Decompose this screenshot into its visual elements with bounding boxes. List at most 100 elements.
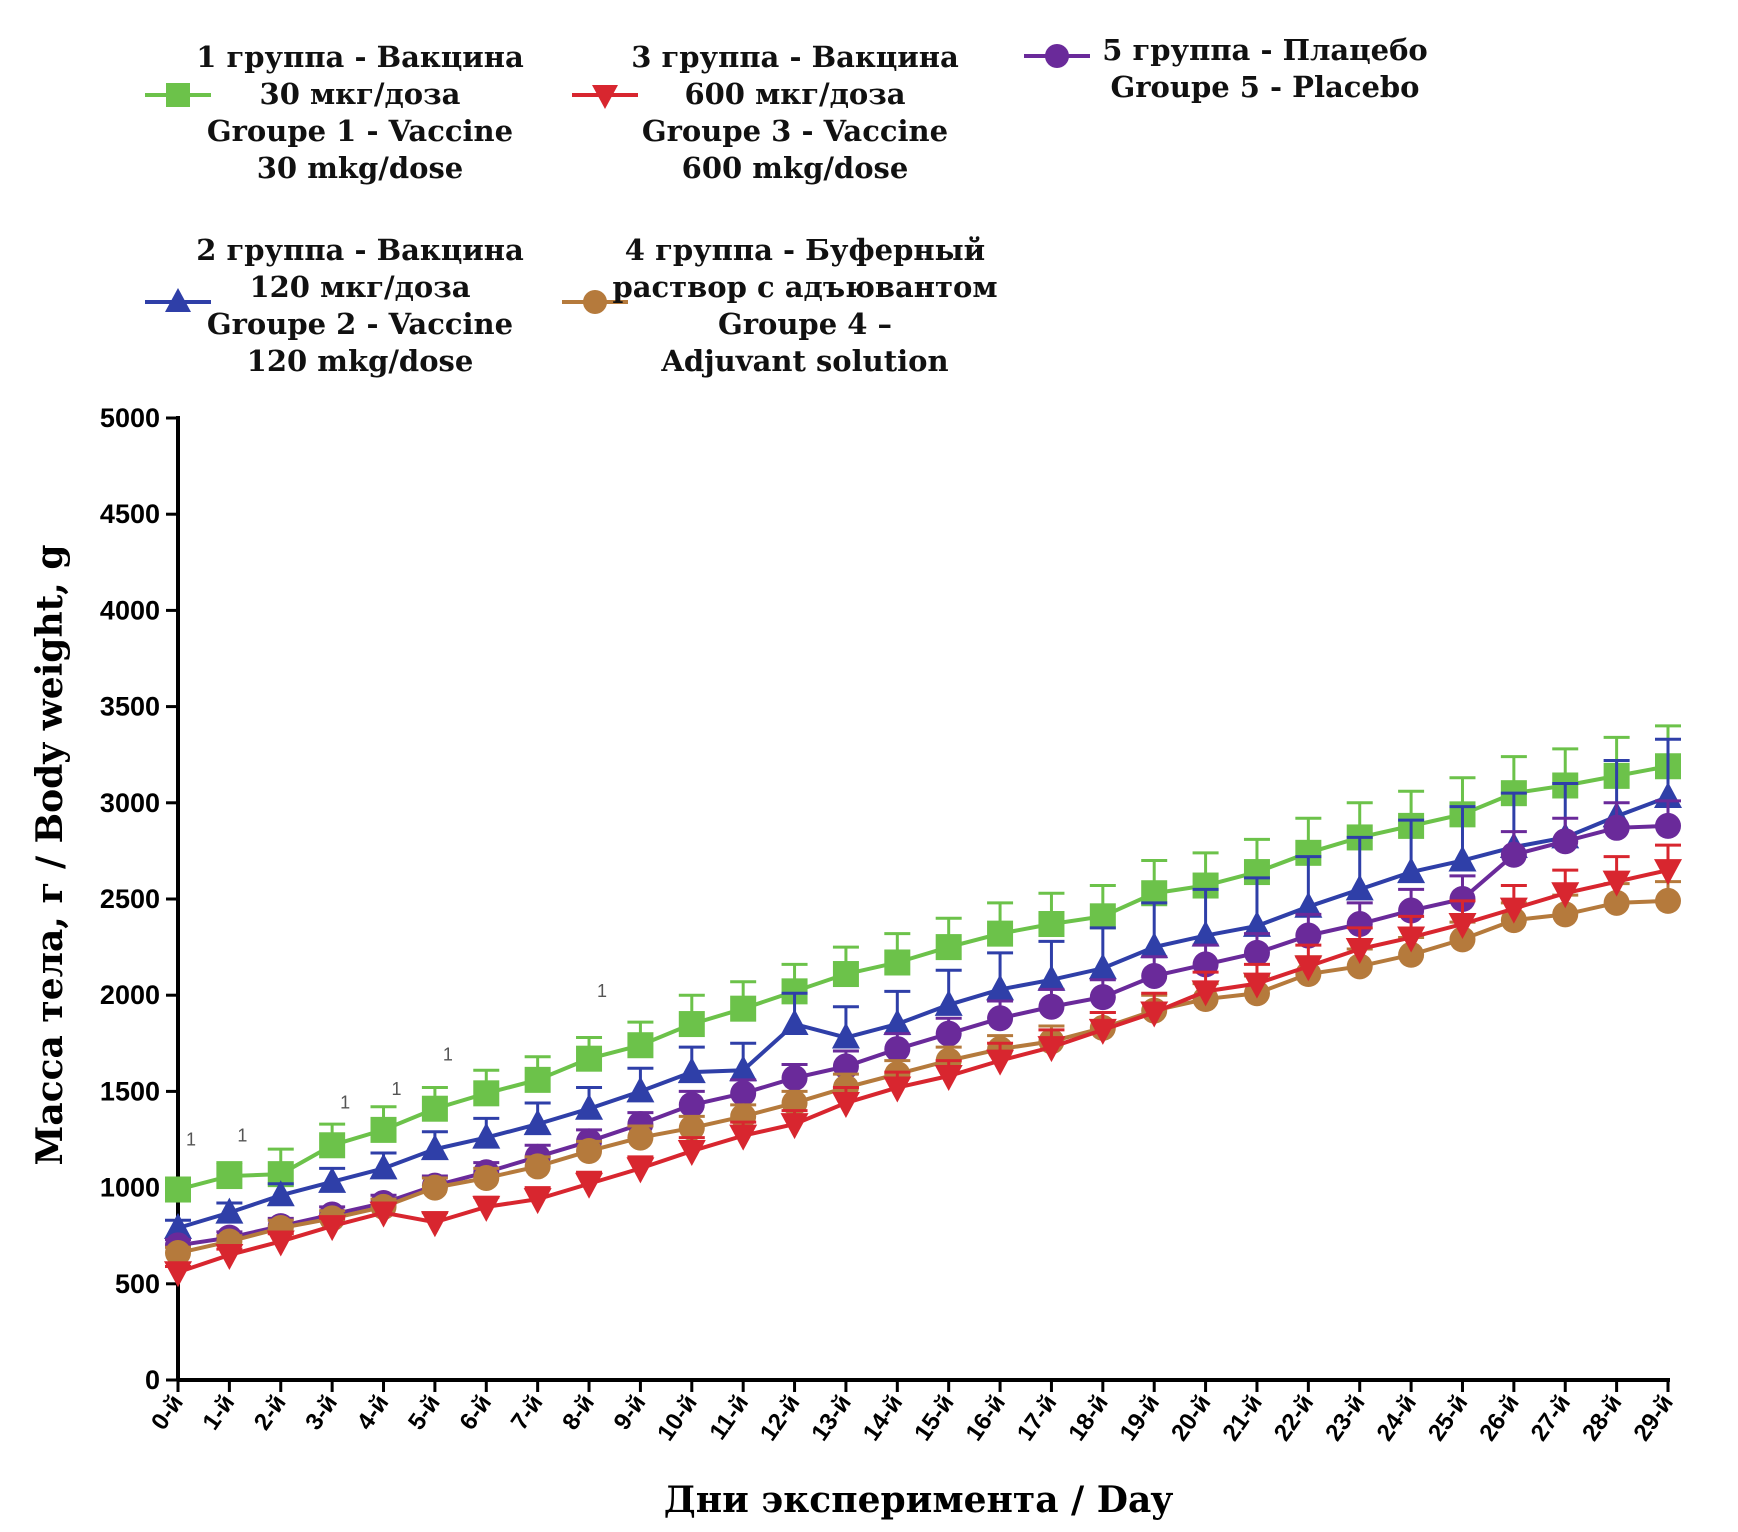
series-line <box>177 764 1669 1192</box>
data-point <box>576 1138 603 1165</box>
data-point <box>472 1195 501 1222</box>
x-tick-label: 0-й <box>146 1390 189 1435</box>
data-point <box>729 1124 758 1151</box>
x-tick-label: 13-й <box>806 1390 856 1446</box>
legend-label: 2 группа - Вакцина <box>196 233 524 267</box>
data-point <box>678 1114 705 1141</box>
y-tick-label: 4000 <box>100 595 160 625</box>
data-point <box>420 1211 449 1238</box>
data-point <box>1449 926 1476 953</box>
data-point <box>575 1093 604 1120</box>
y-tick-label: 4500 <box>100 499 160 529</box>
x-tick-label: 10-й <box>652 1390 702 1446</box>
data-point <box>421 1095 448 1122</box>
data-point <box>1552 828 1579 855</box>
significance-mark: 1 <box>340 1093 350 1113</box>
series-1 <box>165 724 1681 1203</box>
x-tick-label: 25-й <box>1423 1390 1473 1446</box>
data-point <box>1603 814 1630 841</box>
x-tick-label: 9-й <box>609 1390 652 1435</box>
x-tick-label: 8-й <box>557 1390 600 1435</box>
y-tick-label: 2000 <box>100 980 160 1010</box>
legend-marker <box>583 290 607 314</box>
data-point <box>369 1201 398 1228</box>
data-point <box>677 1057 706 1084</box>
data-point <box>934 1065 963 1092</box>
data-point <box>164 1261 192 1288</box>
x-tick-label: 21-й <box>1217 1390 1267 1446</box>
data-point <box>524 1153 551 1180</box>
data-point <box>831 1091 860 1118</box>
legend-marker <box>166 83 190 107</box>
data-point <box>1346 911 1373 938</box>
data-point <box>1449 886 1476 912</box>
legend-label: 120 mkg/dose <box>247 344 474 378</box>
x-tick-label: 3-й <box>300 1390 343 1435</box>
x-tick-label: 24-й <box>1372 1390 1422 1446</box>
data-point <box>678 1091 705 1118</box>
data-point <box>781 1064 808 1091</box>
legend-marker <box>592 85 618 109</box>
data-point <box>1551 882 1580 909</box>
x-tick-label: 6-й <box>454 1390 497 1435</box>
data-point <box>523 1188 552 1215</box>
series-3 <box>164 843 1682 1288</box>
data-point <box>1603 889 1630 916</box>
data-point <box>165 1176 191 1203</box>
significance-mark: 1 <box>597 981 607 1001</box>
data-point <box>1242 972 1271 999</box>
significance-mark: 1 <box>443 1045 453 1065</box>
x-tick-label: 5-й <box>403 1390 446 1435</box>
data-point <box>730 1080 757 1107</box>
data-point <box>575 1172 604 1199</box>
data-point <box>421 1174 448 1201</box>
data-point <box>576 1045 603 1072</box>
data-point <box>1397 857 1426 884</box>
data-point <box>1038 911 1065 938</box>
data-point <box>1500 841 1527 868</box>
x-tick-label: 4-й <box>352 1390 395 1435</box>
data-point <box>1655 812 1681 839</box>
x-tick-label: 17-й <box>1012 1390 1062 1446</box>
data-point <box>987 920 1014 947</box>
x-tick-label: 15-й <box>909 1390 959 1446</box>
data-point <box>472 1122 501 1149</box>
data-point <box>1448 845 1477 872</box>
legend-label: Groupe 1 - Vaccine <box>207 114 513 148</box>
y-axis-title: Масса тела, г / Body weight, g <box>29 545 71 1166</box>
x-tick-label: 2-й <box>249 1390 292 1435</box>
data-point <box>935 1020 962 1047</box>
x-tick-label: 7-й <box>506 1390 549 1435</box>
y-tick-label: 1500 <box>100 1076 160 1106</box>
data-point <box>215 1197 244 1224</box>
data-point <box>524 1066 551 1093</box>
x-tick-label: 23-й <box>1320 1390 1370 1446</box>
data-point <box>780 1009 809 1036</box>
data-point <box>1088 953 1117 980</box>
data-point <box>1655 887 1681 914</box>
legend-label: Adjuvant solution <box>660 344 948 378</box>
legend-label: Groupe 5 - Placebo <box>1110 70 1419 104</box>
data-point <box>1552 901 1579 928</box>
axes: 0 500 1000 1500 2000 2500 3000 3500 4000 4500 5000… <box>100 403 1679 1446</box>
data-point <box>1140 1001 1169 1028</box>
x-tick-label: 11-й <box>704 1390 754 1445</box>
data-point <box>1398 941 1425 968</box>
data-point <box>1242 910 1271 937</box>
x-tick-label: 16-й <box>961 1390 1011 1446</box>
x-tick-label: 19-й <box>1115 1390 1165 1446</box>
legend-label: Groupe 2 - Vaccine <box>207 307 513 341</box>
x-tick-label: 14-й <box>858 1390 908 1446</box>
x-tick-label: 26-й <box>1474 1390 1524 1446</box>
legend-label: раствор с адъювантом <box>612 270 997 304</box>
data-point <box>266 1230 295 1257</box>
data-point <box>1191 980 1220 1007</box>
data-point <box>1294 891 1323 918</box>
x-tick-label: 22-й <box>1269 1390 1319 1446</box>
legend-marker <box>1045 44 1069 68</box>
data-point <box>1294 955 1323 982</box>
